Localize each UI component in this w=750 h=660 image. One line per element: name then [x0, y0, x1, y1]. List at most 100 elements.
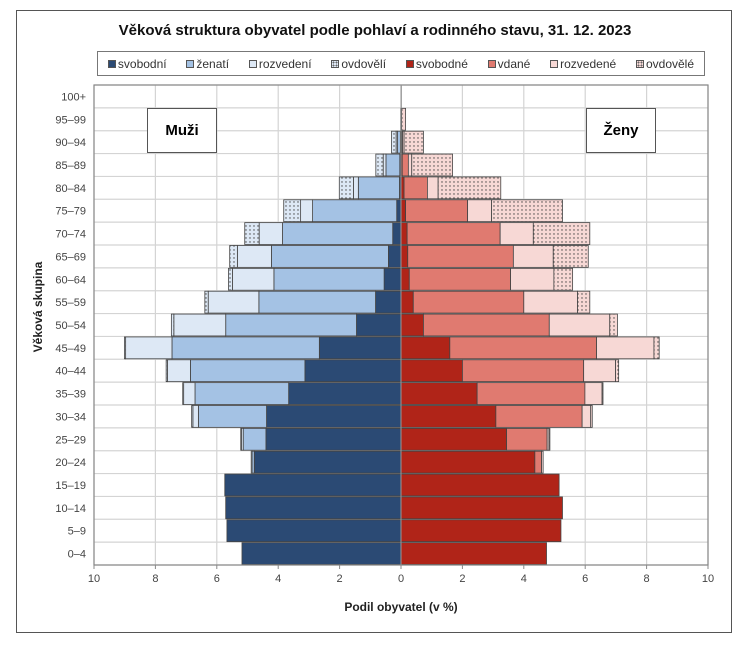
bar-rozvedené-75–79	[467, 199, 492, 223]
y-tick-label: 40–44	[55, 366, 86, 378]
bar-ovdovělí-55–59	[204, 290, 209, 314]
bar-rozvedení-35–39	[183, 382, 196, 405]
bar-vdané-45–49	[449, 336, 597, 360]
legend-item: ovdovělé	[635, 56, 695, 71]
y-tick-label: 65–69	[55, 251, 86, 263]
bar-rozvedené-85–89	[407, 153, 413, 177]
bar-rozvedené-50–54	[548, 313, 611, 337]
x-axis-label: Podil obyvatel (v %)	[344, 600, 458, 614]
y-tick-label: 50–54	[55, 320, 86, 332]
bar-vdané-40–44	[461, 359, 585, 383]
x-tick-label: 2	[337, 573, 343, 585]
bar-ženatí-80–84	[357, 176, 400, 200]
bar-rozvedení-65–69	[236, 245, 272, 268]
x-tick-label: 10	[88, 573, 100, 585]
bar-ovdovělé-65–69	[552, 245, 589, 268]
bar-svobodné-5–9	[400, 519, 562, 543]
bar-ženatí-45–49	[171, 336, 320, 360]
y-tick-label: 95–99	[55, 114, 86, 126]
legend: svobodní ženatí rozvedení ovdovělí svobodné v…	[97, 51, 705, 76]
bar-ovdovělí-65–69	[229, 245, 238, 268]
bar-ovdovělé-55–59	[577, 290, 591, 314]
bar-ovdovělí-25–29	[240, 427, 242, 451]
bar-svobodní-40–44	[304, 359, 402, 383]
bar-ovdovělí-75–79	[283, 199, 302, 223]
y-tick-label: 100+	[61, 91, 86, 103]
y-tick-label: 85–89	[55, 160, 86, 172]
bar-svobodné-75–79	[400, 199, 407, 223]
y-tick-label: 70–74	[55, 229, 86, 241]
legend-swatch	[550, 59, 559, 68]
bar-rozvedené-70–74	[499, 222, 534, 245]
y-tick-label: 5–9	[68, 526, 86, 538]
bar-ovdovělé-40–44	[615, 359, 620, 383]
bar-svobodní-60–64	[383, 267, 402, 291]
bar-svobodné-30–34	[400, 405, 497, 428]
bar-ženatí-65–69	[271, 245, 389, 268]
bar-ovdovělí-45–49	[123, 336, 127, 360]
bar-rozvedené-65–69	[512, 245, 554, 268]
bar-vdané-35–39	[476, 382, 586, 405]
legend-label: rozvedené	[560, 56, 617, 71]
bar-svobodné-10–14	[400, 496, 563, 520]
bar-ženatí-50–54	[225, 313, 357, 337]
bar-ovdovělí-85–89	[375, 153, 384, 177]
bar-rozvedené-30–34	[581, 405, 592, 428]
bar-svobodné-25–29	[400, 427, 508, 451]
bar-svobodné-50–54	[400, 313, 424, 337]
bar-vdané-70–74	[406, 222, 501, 245]
bar-ženatí-40–44	[189, 359, 306, 383]
bar-ovdovělé-70–74	[532, 222, 591, 245]
bar-rozvedení-85–89	[382, 153, 387, 177]
bar-ovdovělí-60–64	[228, 267, 233, 291]
bar-rozvedené-35–39	[584, 382, 603, 405]
bar-rozvedení-30–34	[192, 405, 199, 428]
bar-ženatí-25–29	[242, 427, 267, 451]
bar-ženatí-35–39	[194, 382, 290, 405]
bar-vdané-30–34	[495, 405, 583, 428]
x-tick-label: 2	[459, 573, 465, 585]
legend-item: svobodné	[405, 56, 468, 71]
legend-item: vdané	[487, 57, 530, 71]
bar-vdané-20–24	[534, 450, 543, 474]
y-tick-label: 15–19	[55, 480, 86, 492]
bar-ovdovělé-80–84	[437, 176, 502, 200]
bar-vdané-65–69	[407, 245, 514, 268]
legend-swatch	[107, 59, 116, 68]
bar-ženatí-85–89	[385, 153, 401, 177]
bar-ovdovělé-75–79	[491, 199, 563, 223]
legend-item: svobodní	[107, 57, 167, 71]
bar-rozvedené-80–84	[427, 176, 439, 200]
legend-swatch	[248, 59, 257, 68]
bar-ženatí-70–74	[282, 222, 394, 245]
bar-rozvedení-70–74	[258, 222, 283, 245]
legend-label: svobodné	[415, 56, 468, 71]
bar-ovdovělí-40–44	[165, 359, 168, 383]
legend-label: ovdovělé	[645, 56, 695, 71]
bar-svobodní-25–29	[265, 427, 402, 451]
legend-item: rozvedení	[248, 57, 312, 71]
y-tick-label: 55–59	[55, 297, 86, 309]
bar-svobodní-65–69	[388, 245, 402, 268]
bar-svobodní-35–39	[288, 382, 402, 405]
bar-ovdovělé-30–34	[590, 405, 593, 428]
bar-svobodné-70–74	[400, 222, 408, 245]
bar-rozvedení-45–49	[125, 336, 173, 360]
panel-label-women: Ženy	[586, 108, 656, 153]
bar-svobodní-30–34	[266, 405, 402, 428]
y-tick-label: 75–79	[55, 206, 86, 218]
y-tick-label: 0–4	[68, 549, 86, 561]
bar-rozvedené-20–24	[541, 450, 544, 474]
x-tick-label: 4	[275, 573, 281, 585]
bar-svobodné-55–59	[400, 290, 414, 314]
legend-swatch	[635, 59, 644, 68]
bar-svobodné-15–19	[400, 473, 560, 497]
bar-vdané-55–59	[412, 290, 525, 314]
bar-svobodní-45–49	[318, 336, 402, 360]
bar-ovdovělí-35–39	[182, 382, 185, 405]
y-tick-label: 35–39	[55, 389, 86, 401]
bar-svobodní-70–74	[392, 222, 402, 245]
bar-ovdovělí-30–34	[191, 405, 194, 428]
bar-vdané-50–54	[423, 313, 550, 337]
